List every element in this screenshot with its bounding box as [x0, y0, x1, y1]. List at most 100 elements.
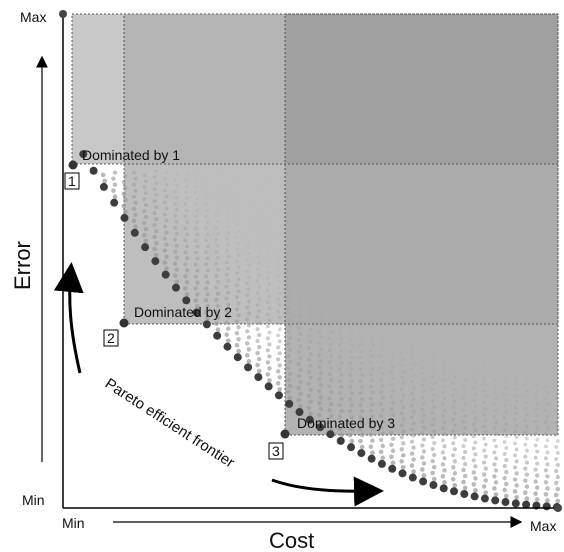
cloud-dot	[204, 262, 208, 267]
cloud-dot	[255, 279, 260, 283]
cloud-dot	[203, 298, 209, 303]
cloud-dot	[409, 451, 415, 456]
cloud-dot	[143, 215, 149, 220]
frontier-dot	[501, 498, 510, 507]
cloud-dot	[296, 350, 301, 354]
cloud-dot	[503, 404, 507, 408]
cloud-dot	[256, 172, 259, 174]
cloud-dot	[257, 344, 262, 350]
cloud-dot	[411, 421, 416, 426]
cloud-dot	[297, 314, 301, 318]
frontier-dot	[470, 492, 479, 501]
cloud-dot	[246, 358, 252, 364]
cloud-dot	[473, 392, 477, 396]
cloud-dot	[318, 234, 321, 237]
cloud-dot	[412, 374, 416, 378]
cloud-dot	[545, 474, 550, 479]
cloud-dot	[226, 302, 231, 307]
cloud-dot	[265, 336, 270, 341]
cloud-dot	[267, 366, 272, 371]
cloud-dot	[513, 405, 517, 410]
cloud-dot	[298, 332, 303, 336]
cloud-dot	[245, 281, 249, 286]
cloud-dot	[350, 355, 354, 359]
frontier-dot	[316, 423, 325, 432]
cloud-dot	[471, 446, 476, 451]
cloud-dot	[513, 346, 517, 349]
cloud-dot	[513, 382, 517, 385]
cloud-dot	[154, 193, 159, 197]
cloud-dot	[338, 283, 342, 286]
cloud-dot	[351, 212, 353, 214]
cloud-dot	[492, 390, 496, 394]
cloud-dot	[482, 353, 486, 356]
cloud-dot	[452, 482, 458, 488]
cloud-dot	[245, 234, 249, 237]
cloud-dot	[297, 326, 301, 330]
cloud-dot	[247, 299, 251, 304]
frontier-dot	[408, 473, 417, 482]
cloud-dot	[307, 286, 311, 290]
cloud-dot	[381, 300, 384, 303]
cloud-dot	[289, 240, 292, 243]
cloud-dot	[514, 459, 519, 464]
cloud-dot	[340, 325, 343, 329]
cloud-dot	[339, 384, 344, 389]
cloud-dot	[369, 313, 373, 316]
cloud-dot	[266, 229, 269, 232]
cloud-dot	[411, 433, 416, 438]
cloud-dot	[339, 236, 341, 238]
cloud-dot	[327, 348, 332, 352]
cloud-dot	[267, 354, 272, 359]
cloud-dot	[492, 450, 497, 455]
cloud-dot	[391, 400, 395, 405]
cloud-dot	[440, 462, 446, 467]
cloud-dot	[513, 453, 518, 458]
cloud-dot	[266, 205, 269, 208]
cloud-dot	[493, 468, 499, 473]
cloud-dot	[205, 292, 210, 297]
cloud-dot	[484, 323, 487, 326]
cloud-dot	[471, 482, 477, 487]
cloud-dot	[369, 361, 373, 365]
cloud-dot	[234, 342, 240, 348]
cloud-dot	[153, 240, 159, 246]
cloud-dot	[340, 265, 343, 268]
cloud-dot	[299, 189, 302, 191]
cloud-dot	[288, 264, 292, 268]
cloud-dot	[308, 351, 313, 356]
cloud-dot	[402, 250, 405, 253]
cloud-dot	[287, 187, 290, 189]
cloud-dot	[286, 341, 291, 346]
cloud-dot	[554, 468, 559, 474]
cloud-dot	[349, 391, 354, 396]
cloud-dot	[173, 190, 177, 194]
cloud-dot	[368, 420, 373, 425]
cloud-dot	[329, 330, 333, 334]
cloud-dot	[513, 429, 517, 434]
cloud-dot	[123, 173, 128, 178]
cloud-dot	[381, 253, 384, 255]
cloud-dot	[307, 357, 311, 362]
frontier-dot	[480, 494, 489, 503]
cloud-dot	[400, 304, 403, 307]
cloud-dot	[236, 301, 241, 306]
cloud-dot	[420, 419, 425, 424]
cloud-dot	[319, 287, 323, 291]
cloud-dot	[422, 413, 426, 418]
cloud-dot	[318, 282, 321, 285]
cloud-dot	[152, 199, 157, 204]
cloud-dot	[215, 178, 218, 181]
cloud-dot	[505, 338, 508, 342]
cloud-dot	[216, 232, 220, 236]
cloud-dot	[349, 230, 352, 232]
cloud-dot	[162, 212, 167, 217]
cloud-dot	[481, 472, 487, 477]
cloud-dot	[474, 321, 477, 324]
frontier-dot	[244, 363, 253, 372]
cloud-dot	[309, 256, 312, 259]
cloud-dot	[348, 337, 352, 341]
frontier-dot	[161, 270, 170, 279]
cloud-dot	[154, 169, 158, 173]
cloud-dot	[358, 367, 363, 371]
